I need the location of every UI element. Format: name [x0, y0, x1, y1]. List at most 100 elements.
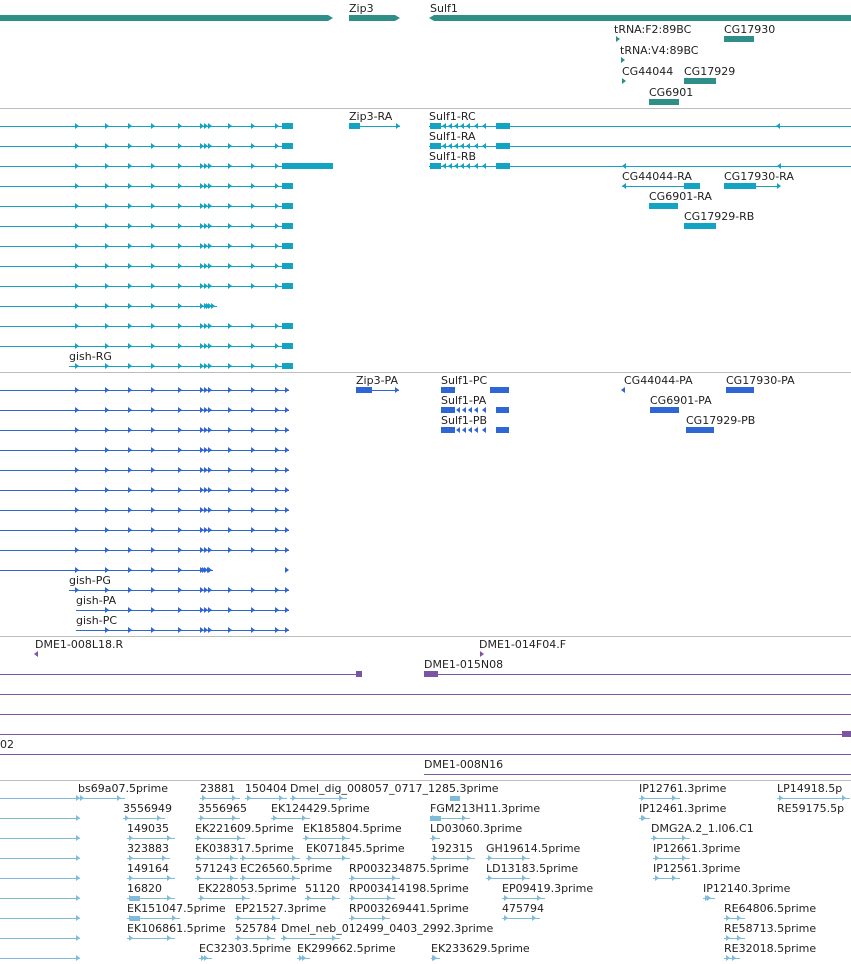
est-label[interactable]: RE59175.5p — [777, 802, 845, 815]
est-label[interactable]: EK151047.5prime — [127, 902, 226, 915]
gene-label[interactable]: CG6901 — [649, 86, 694, 99]
feature-block[interactable] — [430, 143, 441, 149]
feature-block[interactable] — [282, 363, 293, 369]
clone-label[interactable]: DME1-008N16 — [424, 758, 504, 771]
est-label[interactable]: EK221609.5prime — [195, 822, 294, 835]
est-label[interactable]: EK124429.5prime — [271, 802, 370, 815]
protein-label[interactable]: gish-PA — [76, 594, 117, 607]
feature-block[interactable] — [424, 671, 438, 677]
est-label[interactable]: RE32018.5prime — [724, 942, 817, 955]
feature-block[interactable] — [450, 796, 460, 801]
est-label[interactable]: EK071845.5prime — [306, 842, 405, 855]
feature-block[interactable] — [496, 163, 510, 169]
clone-label[interactable]: 02 — [0, 738, 14, 751]
est-label[interactable]: 150404 — [245, 782, 287, 795]
feature-block[interactable] — [441, 387, 455, 393]
feature-block[interactable] — [282, 263, 293, 269]
transcript-label[interactable]: Sulf1-RA — [429, 130, 476, 143]
est-label[interactable]: EC26560.5prime — [240, 862, 333, 875]
est-label[interactable]: 149035 — [127, 822, 169, 835]
feature-block[interactable] — [356, 671, 362, 677]
protein-label[interactable]: gish-PG — [69, 574, 111, 587]
est-label[interactable]: DMG2A.2_1.I06.C1 — [651, 822, 754, 835]
est-label[interactable]: IP12661.3prime — [653, 842, 741, 855]
feature-block[interactable] — [282, 183, 293, 189]
gene-label[interactable]: CG44044 — [622, 65, 674, 78]
est-label[interactable]: RP003234875.5prime — [349, 862, 469, 875]
est-label[interactable]: RE64806.5prime — [724, 902, 817, 915]
protein-label[interactable]: CG17929-PB — [686, 414, 756, 427]
protein-label[interactable]: CG44044-PA — [624, 374, 693, 387]
feature-block[interactable] — [282, 143, 293, 149]
est-label[interactable]: EK038317.5prime — [195, 842, 294, 855]
feature-block[interactable] — [649, 203, 678, 209]
est-label[interactable]: EK228053.5prime — [198, 882, 297, 895]
feature-block[interactable] — [282, 343, 293, 349]
gene-label[interactable]: CG17930 — [724, 23, 776, 36]
est-label[interactable]: IP12461.3prime — [639, 802, 727, 815]
est-label[interactable]: RE58713.5prime — [724, 922, 817, 935]
clone-label[interactable]: DME1-015N08 — [424, 658, 504, 671]
feature-block[interactable] — [842, 731, 851, 737]
gene-label[interactable]: Zip3 — [349, 2, 374, 15]
feature-block[interactable] — [496, 123, 510, 129]
gene-label[interactable]: CG17929 — [684, 65, 736, 78]
protein-label[interactable]: gish-PC — [76, 614, 118, 627]
gene-label[interactable]: tRNA:F2:89BC — [614, 23, 692, 36]
gene-label[interactable]: tRNA:V4:89BC — [620, 44, 699, 57]
est-label[interactable]: RP003269441.5prime — [349, 902, 469, 915]
est-label[interactable]: 323883 — [127, 842, 169, 855]
feature-block[interactable] — [282, 203, 293, 209]
est-label[interactable]: 16820 — [127, 882, 162, 895]
est-label[interactable]: RP003414198.5prime — [349, 882, 469, 895]
feature-block[interactable] — [724, 36, 754, 42]
est-label[interactable]: LD03060.3prime — [430, 822, 523, 835]
feature-block[interactable] — [650, 407, 679, 413]
gene-label[interactable]: Sulf1 — [430, 2, 458, 15]
est-label[interactable]: Dmel_dig_008057_0717_1285.3prime — [290, 782, 499, 795]
transcript-label[interactable]: Sulf1-RB — [429, 150, 477, 163]
protein-label[interactable]: Zip3-PA — [356, 374, 398, 387]
feature-block[interactable] — [282, 283, 293, 289]
feature-block[interactable] — [496, 427, 509, 433]
est-label[interactable]: 475794 — [502, 902, 544, 915]
feature-block[interactable] — [726, 387, 754, 393]
feature-arrow[interactable] — [429, 15, 851, 21]
feature-block[interactable] — [496, 407, 509, 413]
est-label[interactable]: EP21527.3prime — [235, 902, 327, 915]
est-label[interactable]: GH19614.5prime — [486, 842, 581, 855]
feature-arrow[interactable] — [349, 15, 400, 21]
clone-label[interactable]: DME1-008L18.R — [35, 638, 124, 651]
est-label[interactable]: 23881 — [200, 782, 235, 795]
est-label[interactable]: IP12140.3prime — [703, 882, 791, 895]
feature-block[interactable] — [490, 387, 509, 393]
est-label[interactable]: LP14918.5p — [777, 782, 843, 795]
transcript-label[interactable]: CG44044-RA — [622, 170, 692, 183]
feature-block[interactable] — [282, 163, 333, 169]
transcript-label[interactable]: Sulf1-RC — [429, 110, 476, 123]
feature-block[interactable] — [282, 243, 293, 249]
protein-label[interactable]: Sulf1-PA — [441, 394, 487, 407]
protein-label[interactable]: CG17930-PA — [726, 374, 795, 387]
feature-block[interactable] — [282, 123, 293, 129]
feature-block[interactable] — [282, 223, 293, 229]
est-label[interactable]: LD13183.5prime — [486, 862, 579, 875]
feature-block[interactable] — [130, 916, 140, 921]
est-label[interactable]: 3556949 — [123, 802, 172, 815]
est-label[interactable]: 3556965 — [198, 802, 247, 815]
est-label[interactable]: 571243 — [195, 862, 237, 875]
feature-block[interactable] — [684, 183, 700, 189]
feature-block[interactable] — [356, 387, 372, 393]
protein-label[interactable]: Sulf1-PC — [441, 374, 488, 387]
est-label[interactable]: 149164 — [127, 862, 169, 875]
est-label[interactable]: EK185804.5prime — [303, 822, 402, 835]
feature-block[interactable] — [649, 99, 679, 105]
clone-label[interactable]: DME1-014F04.F — [479, 638, 567, 651]
est-label[interactable]: 192315 — [431, 842, 473, 855]
est-label[interactable]: Dmel_neb_012499_0403_2992.3prime — [281, 922, 494, 935]
est-label[interactable]: bs69a07.5prime — [78, 782, 168, 795]
est-label[interactable]: EK299662.5prime — [297, 942, 396, 955]
feature-block[interactable] — [430, 816, 441, 821]
transcript-label[interactable]: CG17929-RB — [684, 210, 755, 223]
est-label[interactable]: 525784 — [235, 922, 277, 935]
